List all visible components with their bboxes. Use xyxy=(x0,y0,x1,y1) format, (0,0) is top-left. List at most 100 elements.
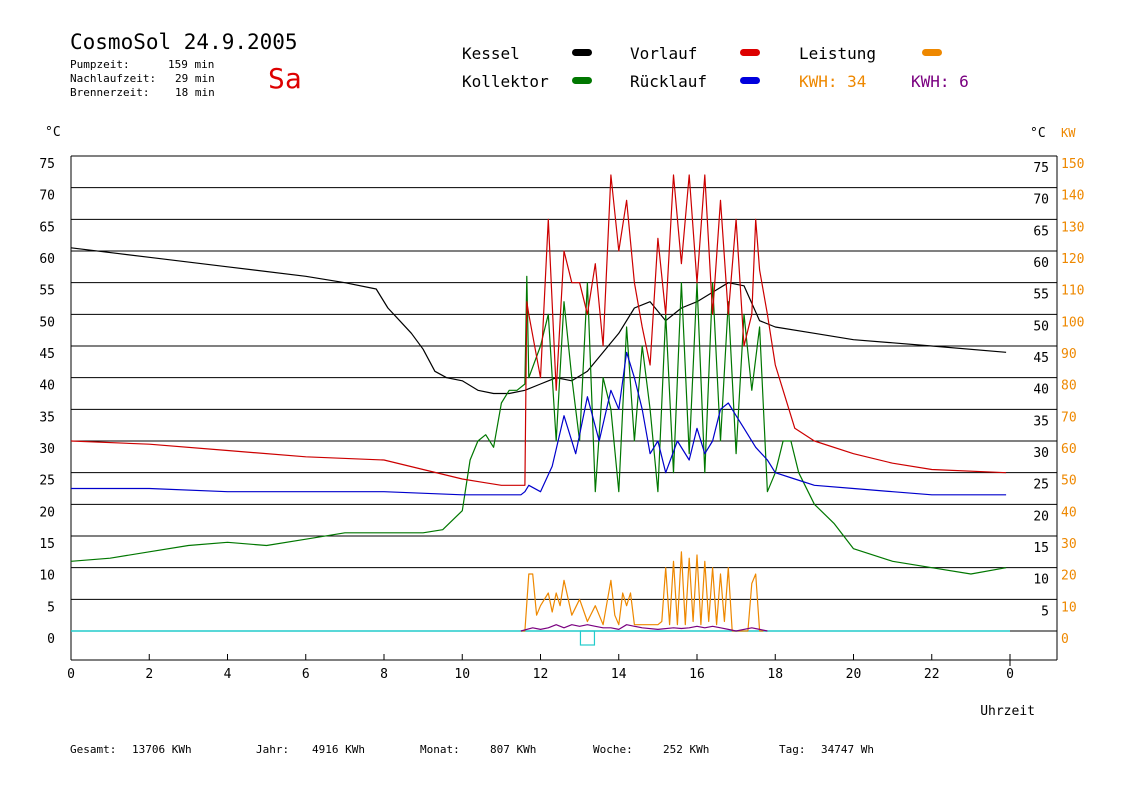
y-tick-label-power: 40 xyxy=(1061,505,1077,520)
legend-kwh-purple: KWH: 6 xyxy=(911,72,969,91)
footer-jahr-label: Jahr: xyxy=(256,743,290,756)
burner-time: Brennerzeit: 18 min xyxy=(70,86,215,99)
y-tick-label-power: 110 xyxy=(1061,284,1084,299)
footer-tag-label: Tag: xyxy=(779,743,806,756)
y-tick-label: 40 xyxy=(39,379,55,394)
y-tick-label-power: 150 xyxy=(1061,157,1084,172)
y-tick-label: 45 xyxy=(39,347,55,362)
footer-gesamt-value: 13706 KWh xyxy=(132,743,192,756)
y-tick-label-power: 70 xyxy=(1061,410,1077,425)
y-tick-label-right: 30 xyxy=(1033,446,1049,461)
footer-woche-label: Woche: xyxy=(593,743,633,756)
y-tick-label: 10 xyxy=(39,569,55,584)
legend-vorlauf-swatch xyxy=(740,49,760,56)
footer-monat: Monat: 807 KWh xyxy=(420,743,536,756)
footer-woche: Woche: 252 KWh xyxy=(593,743,709,756)
y-tick-label: 65 xyxy=(39,220,55,235)
legend-kessel-swatch xyxy=(572,49,592,56)
y-tick-label-right: 55 xyxy=(1033,288,1049,303)
y-tick-label-right: 40 xyxy=(1033,383,1049,398)
x-tick-label: 18 xyxy=(767,667,783,682)
y-tick-label-power: 50 xyxy=(1061,474,1077,489)
footer-woche-value: 252 KWh xyxy=(663,743,710,756)
pump-time-label: Pumpzeit: xyxy=(70,58,130,71)
series-kwh xyxy=(520,624,768,632)
y-tick-label-power: 0 xyxy=(1061,632,1069,647)
legend-kessel: Kessel xyxy=(462,44,520,63)
y-tick-label: 60 xyxy=(39,252,55,267)
y-tick-label-right: 15 xyxy=(1033,541,1049,556)
y-tick-label: 75 xyxy=(39,157,55,172)
x-tick-label: 6 xyxy=(302,667,310,682)
y-tick-label: 15 xyxy=(39,537,55,552)
pump-time-value: 159 min xyxy=(168,58,215,71)
footer-gesamt: Gesamt: 13706 KWh xyxy=(70,743,192,756)
footer-monat-value: 807 KWh xyxy=(490,743,537,756)
y-tick-label: 20 xyxy=(39,505,55,520)
x-tick-label: 14 xyxy=(611,667,627,682)
y-tick-label-power: 60 xyxy=(1061,442,1077,457)
y-tick-label-right: 50 xyxy=(1033,319,1049,334)
x-tick-label: 0 xyxy=(67,667,75,682)
y-tick-label-right: 45 xyxy=(1033,351,1049,366)
y-tick-label-power: 10 xyxy=(1061,600,1077,615)
y-tick-label-right: 60 xyxy=(1033,256,1049,271)
y-tick-label: 25 xyxy=(39,474,55,489)
y-tick-label-right: 75 xyxy=(1033,161,1049,176)
footer-gesamt-label: Gesamt: xyxy=(70,743,117,756)
series-leistung xyxy=(520,551,764,632)
legend-kollektor: Kollektor xyxy=(462,72,549,91)
y-tick-label-power: 130 xyxy=(1061,220,1084,235)
legend-ruecklauf-swatch xyxy=(740,77,760,84)
y-tick-label-right: 70 xyxy=(1033,193,1049,208)
y-tick-label-right: 5 xyxy=(1041,604,1049,619)
x-tick-label: 16 xyxy=(689,667,705,682)
legend-kollektor-swatch xyxy=(572,77,592,84)
y-axis-unit-left: °C xyxy=(45,125,61,140)
legend-ruecklauf: Rücklauf xyxy=(630,72,708,91)
series-vorlauf xyxy=(70,174,1007,486)
series-kessel xyxy=(70,247,1007,395)
y-tick-label-right: 10 xyxy=(1033,573,1049,588)
legend-leistung-swatch xyxy=(922,49,942,56)
footer-jahr-value: 4916 KWh xyxy=(312,743,365,756)
footer-tag: Tag: 34747 Wh xyxy=(779,743,874,756)
weekday-label: Sa xyxy=(268,62,302,95)
y-tick-label-power: 80 xyxy=(1061,379,1077,394)
y-tick-label-right: 65 xyxy=(1033,224,1049,239)
x-tick-label: 20 xyxy=(846,667,862,682)
y-tick-label: 35 xyxy=(39,410,55,425)
y-tick-label: 50 xyxy=(39,315,55,330)
y-axis-unit-right: °C xyxy=(1030,126,1046,141)
y-tick-label: 70 xyxy=(39,189,55,204)
x-axis-title: Uhrzeit xyxy=(980,704,1035,719)
x-tick-label: 4 xyxy=(224,667,232,682)
y-tick-label-right: 35 xyxy=(1033,414,1049,429)
y-tick-label-power: 20 xyxy=(1061,569,1077,584)
y-tick-label-right: 25 xyxy=(1033,478,1049,493)
chart-title: CosmoSol 24.9.2005 xyxy=(70,30,298,54)
legend-kwh-orange: KWH: 34 xyxy=(799,72,867,91)
y-tick-label-power: 100 xyxy=(1061,315,1084,330)
burner-time-label: Brennerzeit: xyxy=(70,86,150,99)
y-tick-label: 30 xyxy=(39,442,55,457)
burner-time-value: 18 min xyxy=(175,86,215,99)
y-tick-label: 5 xyxy=(47,600,55,615)
y-tick-label-power: 140 xyxy=(1061,189,1084,204)
y-axis-unit-power: KW xyxy=(1061,126,1076,140)
footer-jahr: Jahr: 4916 KWh xyxy=(256,743,365,756)
y-tick-label-power: 120 xyxy=(1061,252,1084,267)
y-tick-label-power: 30 xyxy=(1061,537,1077,552)
x-tick-label: 10 xyxy=(454,667,470,682)
x-tick-label: 12 xyxy=(533,667,549,682)
overrun-time-value: 29 min xyxy=(175,72,215,85)
x-tick-label: 0 xyxy=(1006,667,1014,682)
y-tick-label: 55 xyxy=(39,284,55,299)
y-tick-label-right: 20 xyxy=(1033,509,1049,524)
x-tick-label: 2 xyxy=(145,667,153,682)
baseline-marker xyxy=(579,630,596,646)
x-tick-label: 22 xyxy=(924,667,940,682)
footer-tag-value: 34747 Wh xyxy=(821,743,874,756)
y-tick-label-power: 90 xyxy=(1061,347,1077,362)
pump-time: Pumpzeit: 159 min xyxy=(70,58,214,71)
